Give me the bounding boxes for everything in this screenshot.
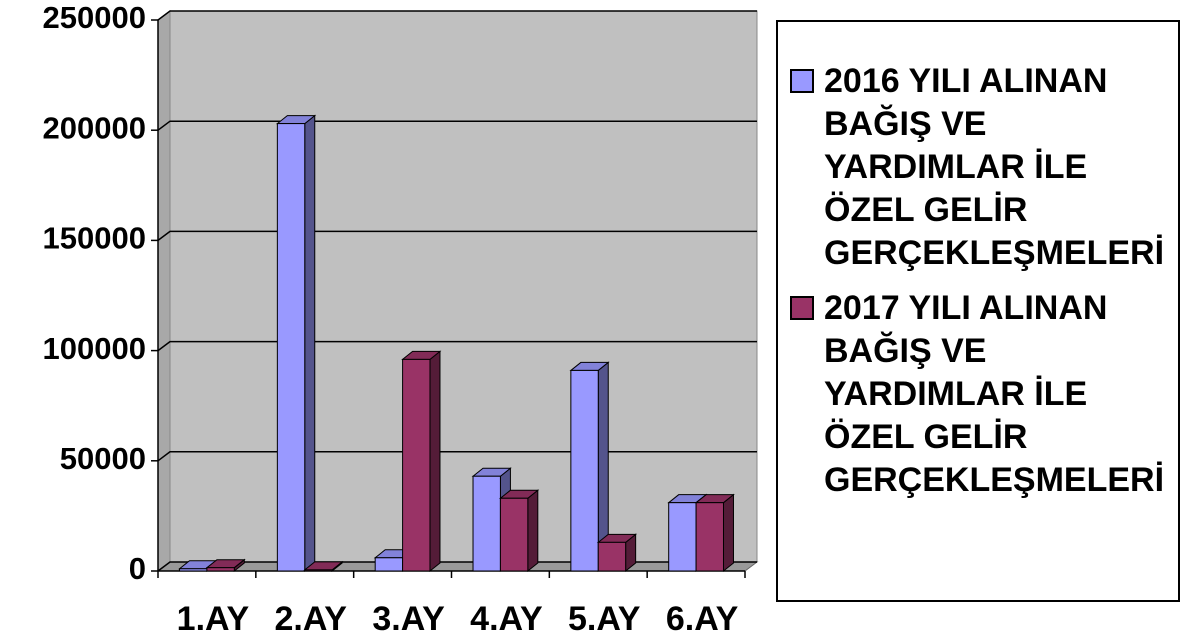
back-wall [169, 10, 758, 563]
side-wall [157, 10, 171, 572]
y-tick-label: 100000 [43, 331, 146, 366]
legend-label: 2017 YILI ALINAN BAĞIŞ VE YARDIMLAR İLE … [824, 289, 1165, 499]
bar-side [527, 489, 539, 573]
legend-label: 2016 YILI ALINAN BAĞIŞ VE YARDIMLAR İLE … [824, 62, 1165, 272]
bar [179, 568, 208, 572]
bar-side [722, 493, 734, 573]
y-tick-label: 250000 [43, 0, 146, 35]
bar-side [429, 350, 441, 573]
bar [597, 541, 627, 572]
x-tick-label: 1.AY [177, 600, 250, 638]
x-tick-label: 5.AY [568, 600, 641, 638]
bar [304, 569, 333, 572]
y-tick-label: 200000 [43, 110, 146, 145]
bar-side [304, 114, 316, 573]
bar [668, 502, 697, 572]
bar [374, 557, 404, 572]
y-tick-label: 150000 [43, 221, 146, 256]
grid-line [157, 120, 757, 131]
x-tick-label: 6.AY [666, 600, 739, 638]
floor [156, 561, 759, 572]
legend-entry: 2016 YILI ALINAN BAĞIŞ VE YARDIMLAR İLE … [790, 60, 1170, 275]
grid-line [157, 340, 757, 352]
bar [402, 358, 431, 572]
legend-swatch [790, 69, 814, 93]
bar [499, 497, 529, 572]
x-tick-label: 4.AY [470, 600, 543, 638]
grid-line [157, 230, 757, 241]
bar [472, 475, 501, 572]
x-tick-label: 3.AY [372, 600, 445, 638]
bar [206, 567, 235, 572]
grid-line [157, 10, 757, 21]
grid-line [157, 561, 757, 572]
legend: 2016 YILI ALINAN BAĞIŞ VE YARDIMLAR İLE … [776, 20, 1180, 602]
bar [695, 502, 724, 572]
grid-line [157, 451, 757, 462]
legend-entry: 2017 YILI ALINAN BAĞIŞ VE YARDIMLAR İLE … [790, 287, 1170, 502]
bar [570, 369, 599, 572]
legend-swatch [790, 296, 814, 320]
x-tick-label: 2.AY [275, 600, 348, 638]
plot: 0 50000 100000 150000 200000 250000 1.AY 2.AY 3.… [43, 0, 759, 638]
y-tick-label: 0 [129, 551, 146, 586]
bar [276, 123, 306, 572]
y-tick-label: 50000 [60, 441, 146, 476]
